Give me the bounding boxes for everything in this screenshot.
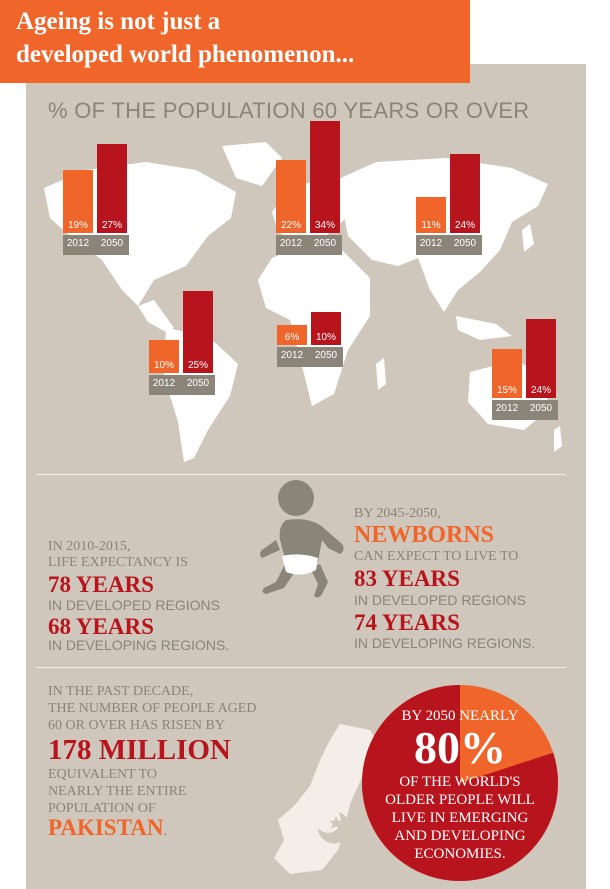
- bar-2012: [276, 160, 306, 233]
- bar-2050: [97, 143, 127, 233]
- year-strip: 2012 2050: [416, 235, 482, 255]
- pie-slice-80: [362, 685, 558, 881]
- tick-label-2012: 2012: [495, 403, 519, 414]
- tick-label-2012: 2012: [152, 378, 176, 389]
- bar-group-africa: 6% 10% 2012 2050: [277, 312, 343, 367]
- bar-2012: [277, 325, 307, 345]
- life-left-sub2: IN DEVELOPING REGIONS.: [48, 637, 230, 653]
- share-line4: AND DEVELOPING: [394, 828, 526, 844]
- bar-2012: [63, 170, 93, 233]
- tick-label-2050: 2050: [453, 238, 477, 249]
- bar-group-north-america: 19% 27% 2012 2050: [63, 140, 129, 255]
- growth-line1: IN THE PAST DECADE,: [48, 684, 194, 699]
- growth-line5: NEARLY THE ENTIRE: [48, 784, 187, 799]
- bar-2050: [183, 290, 213, 373]
- growth-country: PAKISTAN: [48, 815, 164, 840]
- bar-2050: [450, 153, 480, 233]
- bar-2050: [311, 312, 341, 345]
- bar-group-oceania: 15% 24% 2012 2050: [492, 318, 558, 420]
- data-label-2050: 34%: [314, 220, 335, 231]
- life-right-value1: 83 YEARS: [354, 566, 460, 591]
- life-left-line1: IN 2010-2015,: [48, 539, 131, 554]
- year-strip: 2012 2050: [149, 375, 215, 395]
- data-label-2050: 10%: [315, 332, 336, 343]
- life-right-line2: CAN EXPECT TO LIVE TO: [354, 549, 519, 564]
- tick-label-2012: 2012: [66, 238, 90, 249]
- tick-label-2012: 2012: [279, 238, 303, 249]
- life-left-sub1: IN DEVELOPED REGIONS: [48, 597, 220, 613]
- header-banner: Ageing is not just a developed world phe…: [0, 0, 470, 83]
- growth-line2: THE NUMBER OF PEOPLE AGED: [48, 701, 257, 716]
- bar-2012: [149, 340, 179, 373]
- growth-country-line: PAKISTAN.: [48, 816, 167, 841]
- pakistan-map-icon: [274, 724, 382, 874]
- baby-icon: [260, 480, 344, 598]
- map-title: % OF THE POPULATION 60 YEARS OR OVER: [48, 98, 530, 123]
- year-strip: 2012 2050: [492, 400, 558, 420]
- share-line1: OF THE WORLD'S: [399, 774, 521, 790]
- share-line3: LIVE IN EMERGING: [391, 810, 529, 826]
- year-strip: 2012 2050: [277, 347, 343, 367]
- data-label-2012: 15%: [496, 385, 517, 396]
- share-top: BY 2050 NEARLY: [401, 708, 519, 724]
- data-label-2012: 22%: [280, 220, 301, 231]
- data-label-2050: 24%: [454, 220, 475, 231]
- data-label-2012: 19%: [67, 220, 88, 231]
- tick-label-2050: 2050: [186, 378, 210, 389]
- data-label-2012: 11%: [421, 220, 441, 231]
- divider-top: [36, 474, 566, 475]
- data-label-2050: 25%: [187, 360, 208, 371]
- share-line2: OLDER PEOPLE WILL: [385, 792, 535, 808]
- tick-label-2050: 2050: [313, 238, 337, 249]
- bar-2050: [526, 318, 556, 398]
- growth-country-suffix: .: [163, 824, 167, 839]
- bar-2012: [492, 348, 522, 398]
- life-left-value1: 78 YEARS: [48, 572, 154, 597]
- bar-group-europe: 22% 34% 2012 2050: [276, 120, 342, 255]
- bar-group-latin-america: 10% 25% 2012 2050: [149, 290, 215, 395]
- life-right-sub1: IN DEVELOPED REGIONS: [354, 592, 526, 608]
- life-right-sub2: IN DEVELOPING REGIONS.: [354, 635, 536, 651]
- year-strip: 2012 2050: [276, 235, 342, 255]
- tick-label-2050: 2050: [100, 238, 124, 249]
- tick-label-2012: 2012: [419, 238, 443, 249]
- header-line-1: Ageing is not just a: [16, 8, 221, 35]
- life-right-line1: BY 2045-2050,: [354, 506, 441, 521]
- year-strip: 2012 2050: [63, 235, 129, 255]
- bar-group-asia: 11% 24% 2012 2050: [416, 150, 482, 255]
- data-label-2050: 27%: [101, 220, 122, 231]
- bar-2012: [416, 196, 446, 233]
- bar-2050: [310, 120, 340, 233]
- newborns-headline: NEWBORNS: [354, 522, 495, 548]
- tick-label-2050: 2050: [529, 403, 553, 414]
- data-label-2012: 6%: [284, 332, 300, 343]
- life-right-value2: 74 YEARS: [354, 610, 460, 635]
- growth-value: 178 MILLION: [48, 734, 231, 766]
- growth-line3: 60 OR OVER HAS RISEN BY: [48, 718, 225, 733]
- data-label-2012: 10%: [153, 360, 174, 371]
- share-pct: 80%: [414, 722, 506, 773]
- growth-line6: POPULATION OF: [48, 801, 156, 816]
- life-left-line2: LIFE EXPECTANCY IS: [48, 555, 188, 570]
- share-pie: [362, 685, 558, 881]
- data-label-2050: 24%: [530, 385, 551, 396]
- growth-line4: EQUIVALENT TO: [48, 767, 158, 782]
- share-line5: ECONOMIES.: [414, 846, 506, 862]
- header-line-2: developed world phenomenon...: [16, 41, 355, 68]
- life-left-value2: 68 YEARS: [48, 614, 154, 639]
- tick-label-2012: 2012: [280, 350, 304, 361]
- tick-label-2050: 2050: [314, 350, 338, 361]
- divider-bottom: [36, 667, 566, 668]
